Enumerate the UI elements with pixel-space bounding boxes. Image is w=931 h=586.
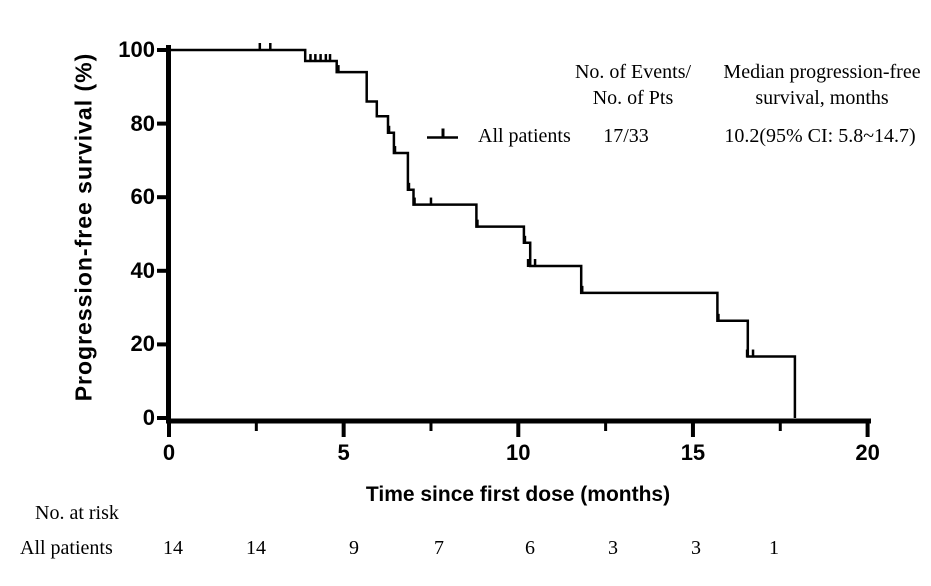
y-tick-label: 100 [118, 37, 155, 62]
y-axis-title: Progression-free survival (%) [70, 52, 97, 402]
y-tick-label: 20 [130, 331, 155, 357]
x-tick-label: 20 [855, 440, 880, 465]
at-risk-count: 6 [525, 537, 535, 559]
at-risk-count: 9 [349, 537, 359, 559]
legend-header-events-line1: No. of Events/ [574, 61, 692, 83]
y-tick-label: 0 [142, 405, 155, 430]
legend-header-median-line2: survival, months [755, 87, 889, 109]
at-risk-title: No. at risk [35, 502, 119, 524]
at-risk-count: 3 [608, 537, 618, 559]
at-risk-count: 14 [246, 537, 266, 559]
at-risk-count: 1 [769, 537, 779, 559]
survival-curve-all-patients [169, 48, 797, 418]
x-tick-label: 5 [337, 440, 350, 465]
legend-header-events-line2: No. of Pts [592, 87, 674, 109]
legend-header-median: Median progression-free survival, months [723, 59, 920, 111]
legend-events-value: 17/33 [603, 125, 649, 147]
legend-series-label: All patients [478, 125, 571, 147]
at-risk-count: 7 [434, 537, 444, 559]
at-risk-count: 14 [163, 537, 183, 559]
at-risk-row-label: All patients [20, 537, 113, 559]
x-tick-label: 15 [680, 440, 706, 465]
x-tick-label: 0 [162, 440, 176, 465]
at-risk-count: 3 [691, 537, 701, 559]
legend-median-value: 10.2(95% CI: 5.8~14.7) [724, 125, 916, 147]
x-axis-title: Time since first dose (months) [365, 483, 671, 506]
x-tick-label: 10 [506, 440, 531, 465]
legend-header-events: No. of Events/ No. of Pts [575, 59, 691, 111]
legend-header-median-line1: Median progression-free [723, 61, 921, 83]
y-tick-label: 80 [130, 110, 155, 136]
y-tick-label: 40 [130, 257, 155, 283]
y-tick-label: 60 [130, 184, 155, 210]
